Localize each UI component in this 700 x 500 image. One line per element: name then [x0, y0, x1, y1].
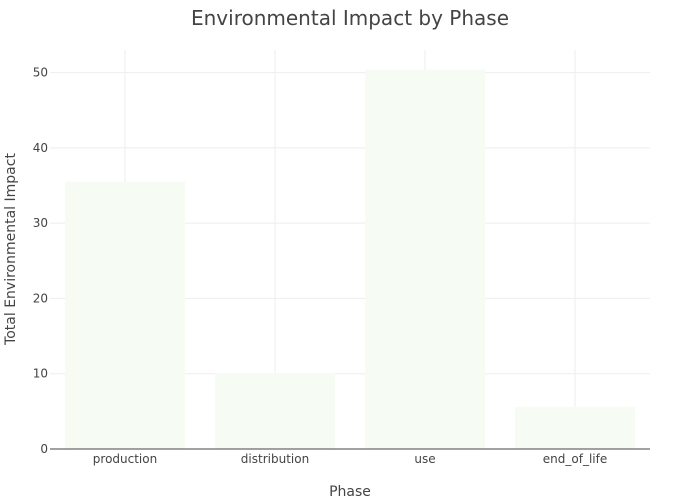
bar-use [365, 69, 485, 450]
bar-layer [65, 69, 635, 450]
bar-distribution [215, 372, 335, 449]
bar-end_of_life [515, 406, 635, 449]
x-tick-label: production [93, 452, 157, 466]
y-tick-label: 10 [33, 367, 48, 381]
axis-layer: 0 10 20 30 40 50 production distribution use end_… [33, 66, 650, 466]
x-tick-label: distribution [241, 452, 309, 466]
x-tick-label: use [414, 452, 435, 466]
y-tick-label: 30 [33, 216, 48, 230]
y-tick-label: 40 [33, 141, 48, 155]
y-tick-label: 0 [40, 442, 48, 456]
y-axis-title: Total Environmental Impact [3, 153, 19, 346]
x-tick-label: end_of_life [543, 452, 607, 466]
y-tick-label: 50 [33, 66, 48, 80]
y-tick-label: 20 [33, 291, 48, 305]
x-axis-title: Phase [329, 484, 371, 500]
bar-production [65, 181, 185, 449]
chart-title: Environmental Impact by Phase [191, 6, 509, 30]
